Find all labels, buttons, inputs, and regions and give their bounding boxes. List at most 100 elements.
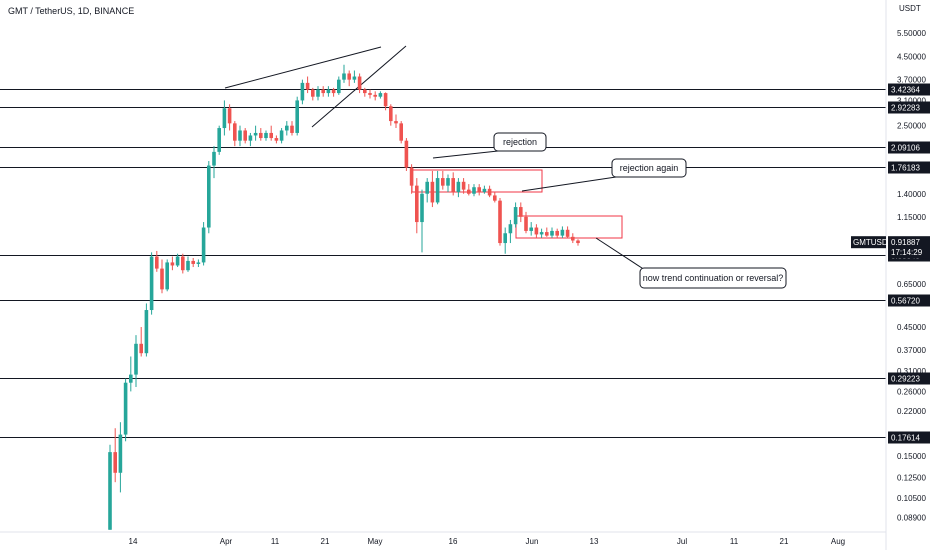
candle-body-up[interactable]: [217, 128, 221, 152]
candle-body-down[interactable]: [269, 132, 273, 139]
candle-body-down[interactable]: [545, 232, 549, 236]
candle-body-down[interactable]: [357, 76, 362, 90]
candle-body-down[interactable]: [170, 262, 175, 266]
candle-body-down[interactable]: [571, 236, 575, 241]
candle-body-down[interactable]: [394, 121, 398, 124]
candle-body-down[interactable]: [519, 207, 523, 217]
candle-body-up[interactable]: [207, 165, 211, 228]
candle-body-up[interactable]: [165, 262, 169, 290]
candle-body-down[interactable]: [409, 167, 414, 186]
candle-body-down[interactable]: [524, 216, 528, 231]
candle-body-down[interactable]: [441, 178, 445, 186]
candle-body-down[interactable]: [259, 132, 263, 139]
candle-body-down[interactable]: [430, 181, 435, 203]
candle-body-down[interactable]: [534, 227, 539, 235]
level-tag-bg: [888, 83, 930, 96]
candle-body-down[interactable]: [113, 452, 117, 473]
candle-body-down[interactable]: [389, 106, 393, 122]
candle-body-up[interactable]: [212, 151, 216, 166]
candle-body-down[interactable]: [487, 188, 492, 196]
candle-body-down[interactable]: [347, 73, 351, 80]
candle-body-down[interactable]: [399, 123, 403, 141]
candle-body-down[interactable]: [331, 89, 336, 94]
candle-body-down[interactable]: [477, 187, 481, 193]
candle-body-up[interactable]: [435, 178, 440, 203]
candle-body-up[interactable]: [420, 193, 424, 223]
candle-body-down[interactable]: [139, 343, 143, 354]
candle-body-down[interactable]: [290, 125, 294, 133]
candle-body-down[interactable]: [565, 229, 570, 237]
candle-body-down[interactable]: [160, 268, 164, 290]
candle-body-up[interactable]: [342, 73, 346, 80]
candle-body-up[interactable]: [149, 256, 154, 311]
candle-body-down[interactable]: [467, 189, 471, 194]
candle-body-up[interactable]: [201, 227, 206, 263]
candle-body-up[interactable]: [118, 434, 123, 473]
callout-rejection-again-box[interactable]: [611, 158, 687, 178]
candle-body-up[interactable]: [482, 188, 487, 193]
candle-body-up[interactable]: [337, 79, 341, 94]
candle-body-down[interactable]: [461, 181, 466, 190]
candle-body-up[interactable]: [550, 230, 554, 236]
candle-body-down[interactable]: [493, 195, 497, 201]
wedge-upper-line[interactable]: [224, 46, 382, 89]
candle-body-up[interactable]: [425, 181, 429, 194]
candle-body-up[interactable]: [222, 108, 227, 129]
candle-body-up[interactable]: [253, 132, 258, 136]
trendlines: [224, 45, 407, 128]
candle-body-up[interactable]: [238, 130, 242, 141]
candle-body-up[interactable]: [134, 343, 138, 375]
candle-body-down[interactable]: [363, 89, 367, 94]
candle-body-up[interactable]: [503, 233, 507, 244]
candle-body-up[interactable]: [129, 374, 133, 383]
candle-body-down[interactable]: [243, 130, 247, 141]
time-tick-label: 14: [129, 537, 138, 546]
candle-body-up[interactable]: [295, 100, 299, 133]
candle-body-up[interactable]: [248, 135, 253, 141]
candle-body-down[interactable]: [555, 230, 559, 236]
candle-body-down[interactable]: [233, 123, 237, 141]
candle-body-up[interactable]: [186, 260, 190, 271]
candle-body-up[interactable]: [513, 207, 518, 225]
candle-body-up[interactable]: [144, 310, 149, 354]
candle-body-down[interactable]: [451, 178, 455, 193]
candle-body-up[interactable]: [508, 224, 513, 234]
candle-body-down[interactable]: [274, 138, 279, 141]
candle-body-down[interactable]: [305, 82, 310, 90]
candle-body-up[interactable]: [529, 227, 533, 231]
candle-body-up[interactable]: [472, 187, 476, 194]
candle-body-down[interactable]: [404, 140, 409, 168]
candle-body-down[interactable]: [498, 200, 502, 244]
callout-rejection-box[interactable]: [493, 132, 547, 152]
candle-body-down[interactable]: [383, 93, 388, 107]
candle-body-down[interactable]: [368, 93, 372, 95]
candle-body-down[interactable]: [311, 89, 315, 97]
candle-body-up[interactable]: [446, 178, 450, 186]
candle-body-up[interactable]: [175, 256, 180, 266]
candle-body-up[interactable]: [264, 132, 268, 139]
candle-body-up[interactable]: [352, 76, 357, 80]
candle-body-up[interactable]: [279, 130, 284, 141]
candle-body-down[interactable]: [321, 89, 325, 94]
candle-body-down[interactable]: [155, 256, 159, 269]
candle-body-up[interactable]: [539, 232, 544, 235]
candle-body-up[interactable]: [456, 181, 461, 193]
candle-body-down[interactable]: [191, 260, 195, 264]
candle-body-up[interactable]: [285, 125, 289, 131]
callout-trend-box[interactable]: [639, 267, 787, 289]
candle-body-up[interactable]: [196, 262, 201, 264]
candle-body-up[interactable]: [300, 82, 305, 101]
candle-body-down[interactable]: [576, 240, 580, 244]
candle-body-up[interactable]: [123, 382, 128, 435]
candle-body-down[interactable]: [227, 108, 232, 124]
candle-body-up[interactable]: [108, 452, 112, 530]
candle-body-down[interactable]: [415, 185, 419, 223]
candle-body-down[interactable]: [373, 94, 377, 97]
candle-body-up[interactable]: [316, 89, 320, 97]
time-axis: 14 Apr 11 21 May 16 Jun 13 Jul 11 21 Aug: [0, 531, 886, 546]
candle-body-up[interactable]: [560, 229, 565, 236]
candle-body-down[interactable]: [181, 256, 185, 271]
candle-body-up[interactable]: [378, 93, 383, 97]
candle-body-up[interactable]: [326, 89, 331, 94]
